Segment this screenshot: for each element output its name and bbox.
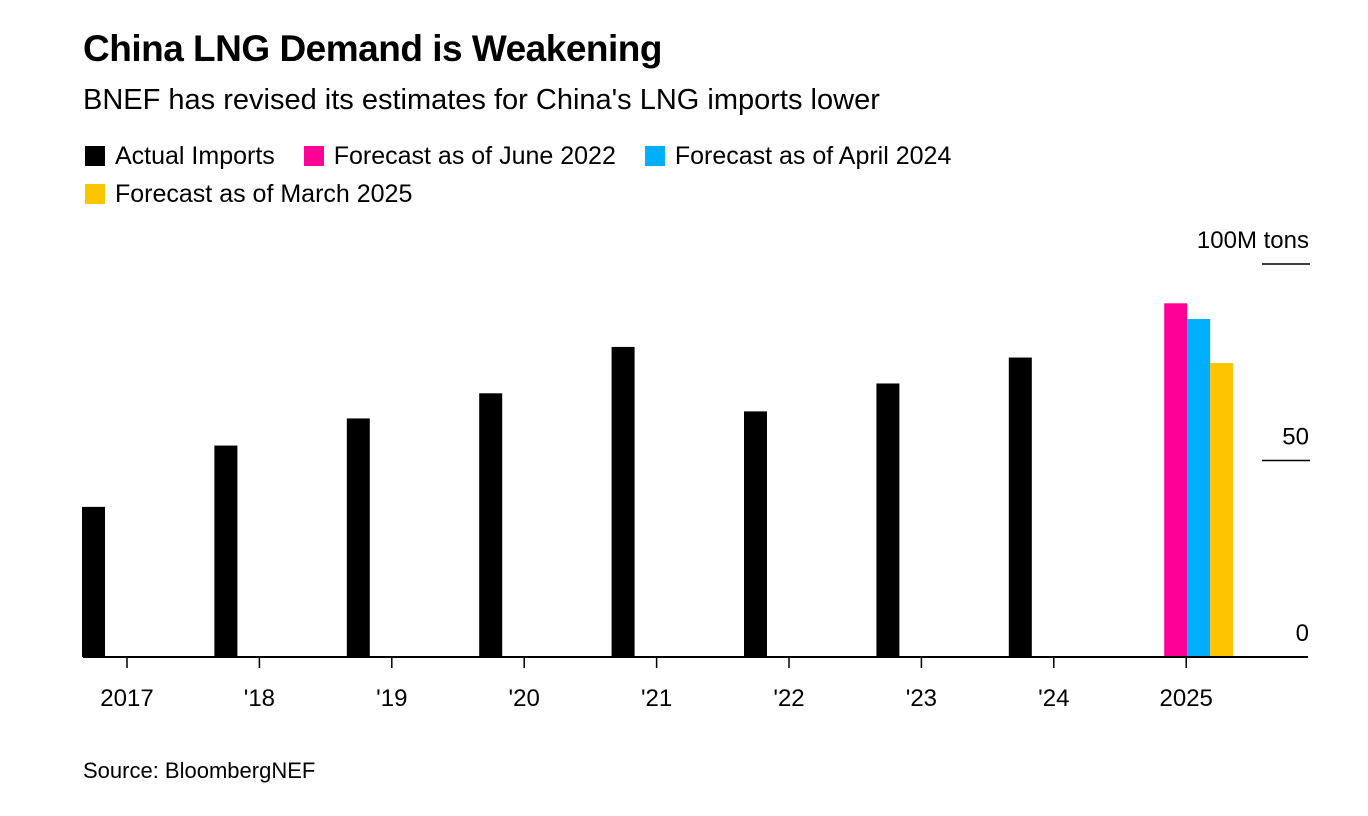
bar-actual-imports [611, 346, 635, 657]
bar-actual-imports [479, 393, 503, 657]
legend-label: Forecast as of March 2025 [115, 180, 413, 208]
x-tick-label: '21 [641, 685, 672, 712]
bar-actual-imports [876, 383, 900, 657]
bar-actual-imports [1008, 357, 1032, 657]
legend-swatch [85, 184, 105, 204]
x-tick-label: 2025 [1160, 685, 1213, 712]
x-tick-label: 2017 [100, 685, 153, 712]
x-tick-label: '19 [376, 685, 407, 712]
x-tick-label: '18 [244, 685, 275, 712]
chart-title: China LNG Demand is Weakening [83, 28, 662, 69]
bar-forecast-as-of-april-2024 [1187, 319, 1211, 657]
y-tick-label: 100M tons [1197, 227, 1309, 254]
legend-item-forecast-april-2024: Forecast as of April 2024 [644, 138, 952, 174]
legend-label: Forecast as of June 2022 [333, 142, 616, 170]
legend-item-forecast-march-2025: Forecast as of March 2025 [85, 176, 412, 212]
legend-label: Forecast as of April 2024 [674, 142, 952, 170]
source-note: Source: BloombergNEF [83, 758, 316, 783]
bar-actual-imports [82, 506, 105, 657]
y-tick-label: 50 [1282, 424, 1309, 451]
bar-actual-imports [214, 445, 238, 657]
x-tick-label: '22 [773, 685, 804, 712]
x-tick-label: '20 [509, 685, 540, 712]
legend-swatch [644, 146, 665, 166]
legend-item-actual-imports: Actual Imports [85, 138, 275, 174]
y-tick-label: 0 [1296, 620, 1309, 647]
bar-actual-imports [744, 411, 767, 657]
bar-forecast-as-of-june-2022 [1164, 303, 1188, 657]
legend: Actual Imports Forecast as of June 2022 … [85, 138, 1135, 214]
bar-actual-imports [346, 418, 370, 657]
bar-forecast-as-of-march-2025 [1210, 363, 1234, 657]
x-tick-label: '24 [1038, 685, 1069, 712]
x-tick-label: '23 [906, 685, 937, 712]
legend-swatch [303, 146, 324, 166]
legend-label: Actual Imports [115, 142, 275, 170]
legend-item-forecast-june-2022: Forecast as of June 2022 [303, 138, 616, 174]
legend-swatch [85, 146, 105, 166]
chart-subtitle: BNEF has revised its estimates for China… [83, 84, 880, 116]
